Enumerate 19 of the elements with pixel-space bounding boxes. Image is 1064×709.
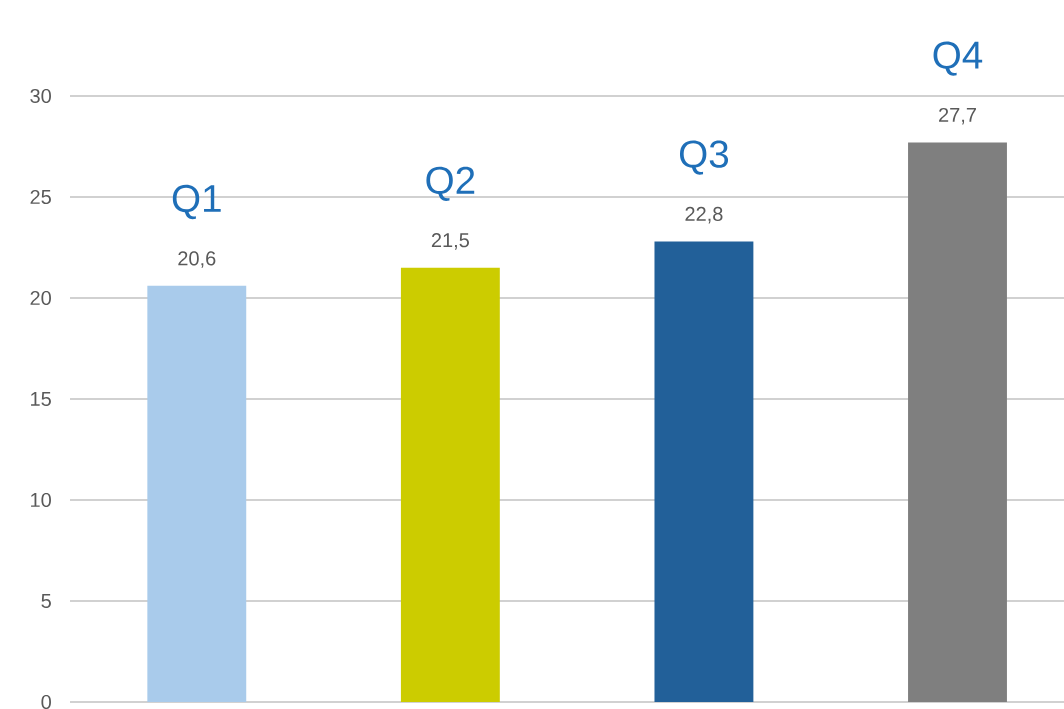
data-label: 22,8 (685, 206, 723, 224)
y-tick-label: 25 (30, 189, 51, 205)
y-tick-label: 0 (41, 694, 51, 709)
data-label: 27,7 (939, 107, 976, 125)
x-tick-label: Q4 (933, 41, 983, 76)
y-tick-label: 10 (31, 492, 51, 508)
y-tick-label: 15 (31, 392, 51, 406)
bar (400, 267, 500, 702)
x-tick-label: Q3 (679, 140, 729, 175)
bar (908, 142, 1007, 702)
bar (147, 285, 247, 702)
data-label: 20,6 (178, 251, 216, 268)
y-tick-label: 30 (30, 88, 51, 104)
x-tick-label: Q1 (172, 184, 221, 220)
bar (654, 241, 754, 702)
x-tick-label: Q2 (426, 166, 475, 201)
y-tick-label: 5 (41, 594, 51, 608)
y-tick-label: 20 (30, 290, 51, 306)
data-label: 21,5 (431, 233, 469, 250)
